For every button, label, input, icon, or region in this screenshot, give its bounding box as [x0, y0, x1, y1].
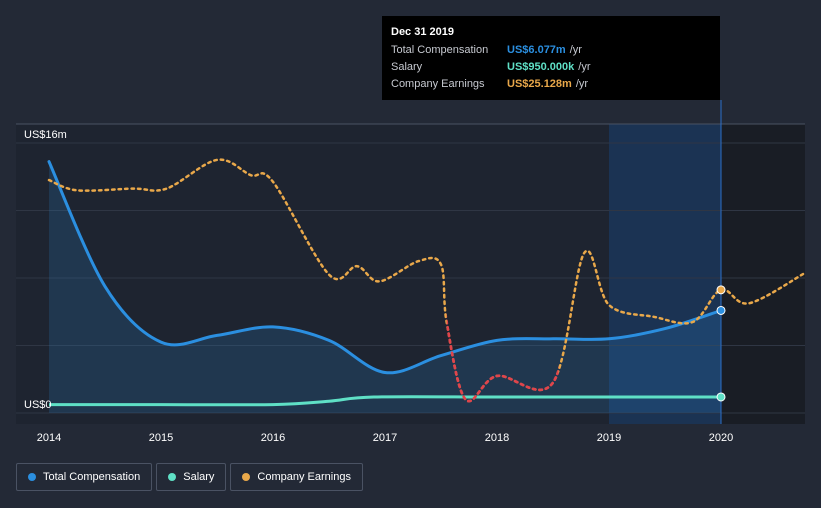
tooltip-unit: /yr: [569, 44, 582, 56]
legend-dot-icon: [168, 473, 177, 481]
tooltip-value: US$950.000k: [507, 61, 575, 73]
legend-dot-icon: [28, 473, 36, 481]
total-compensation-line: [47, 160, 723, 375]
hover-point: [716, 305, 726, 315]
total-compensation-area: [49, 161, 721, 413]
x-tick-label: 2014: [37, 432, 61, 444]
x-tick-label: 2015: [149, 432, 173, 444]
hover-point: [716, 285, 726, 295]
x-tick-label: 2017: [373, 432, 397, 444]
x-tick-label: 2016: [261, 432, 285, 444]
legend-item-salary[interactable]: Salary: [156, 463, 227, 491]
y-tick-label: US$16m: [24, 129, 67, 141]
tooltip-row-total-compensation: Total Compensation US$6.077m /yr: [391, 42, 711, 59]
company-earnings-line: [47, 158, 807, 403]
legend-item-total-compensation[interactable]: Total Compensation: [16, 463, 153, 491]
x-tick-label: 2019: [597, 432, 621, 444]
x-tick-label: 2018: [485, 432, 509, 444]
legend-label: Salary: [183, 471, 215, 483]
highlight-band: [609, 124, 721, 424]
tooltip: Dec 31 2019 Total Compensation US$6.077m…: [382, 16, 720, 100]
tooltip-unit: /yr: [578, 61, 591, 73]
y-tick-label: US$0: [24, 399, 52, 411]
tooltip-row-salary: Salary US$950.000k /yr: [391, 59, 711, 76]
tooltip-date: Dec 31 2019: [391, 26, 454, 38]
x-tick-label: 2020: [709, 432, 733, 444]
tooltip-label: Salary: [391, 61, 423, 73]
plot-background: [16, 124, 609, 424]
tooltip-value: US$25.128m: [507, 78, 572, 90]
tooltip-unit: /yr: [575, 78, 589, 90]
legend: Total Compensation Salary Company Earnin…: [16, 463, 367, 491]
tooltip-label: Company Earnings: [391, 78, 485, 90]
salary-line: [48, 395, 721, 407]
hover-point: [716, 392, 726, 402]
legend-label: Total Compensation: [43, 471, 141, 483]
tooltip-value: US$6.077m: [507, 44, 566, 56]
tooltip-row-company-earnings: Company Earnings US$25.128m /yr: [391, 76, 711, 93]
legend-item-company-earnings[interactable]: Company Earnings: [230, 463, 363, 491]
tooltip-label: Total Compensation: [391, 44, 489, 56]
legend-label: Company Earnings: [257, 471, 351, 483]
legend-dot-icon: [242, 473, 251, 481]
